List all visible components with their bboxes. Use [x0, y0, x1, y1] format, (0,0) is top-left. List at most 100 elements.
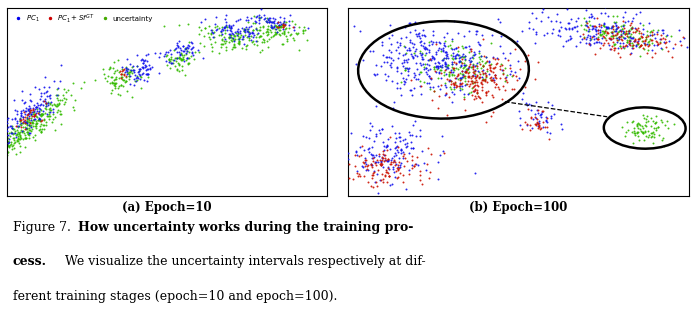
Point — [180, 51, 191, 56]
Point — [153, 70, 164, 75]
Point — [268, 19, 279, 24]
Point — [462, 67, 473, 72]
Point — [464, 28, 475, 33]
Point — [123, 74, 134, 79]
Point — [233, 39, 244, 44]
Point — [374, 151, 385, 156]
Point — [0, 143, 8, 149]
Point — [645, 29, 656, 34]
Point — [0, 131, 4, 136]
Point — [199, 16, 210, 21]
Point — [480, 71, 491, 76]
Point — [251, 14, 262, 19]
Point — [581, 34, 592, 39]
Point — [3, 139, 15, 144]
Point — [649, 36, 661, 41]
Point — [502, 73, 513, 78]
Point — [365, 151, 377, 156]
Point — [15, 135, 26, 140]
Point — [383, 137, 394, 142]
Point — [228, 33, 239, 38]
Point — [396, 147, 407, 152]
Point — [231, 18, 242, 24]
Point — [639, 42, 650, 47]
Point — [488, 110, 499, 115]
Point — [241, 25, 252, 30]
Point — [414, 36, 425, 41]
Point — [389, 162, 400, 167]
Point — [31, 105, 42, 110]
Point — [238, 28, 249, 33]
Point — [655, 46, 666, 51]
Point — [220, 13, 231, 18]
Point — [496, 61, 507, 66]
Point — [2, 142, 13, 148]
Point — [22, 107, 33, 112]
Point — [32, 114, 43, 120]
Point — [390, 135, 402, 141]
Point — [140, 67, 151, 73]
Point — [137, 66, 148, 71]
Point — [490, 73, 501, 78]
Point — [491, 76, 502, 81]
Point — [469, 72, 480, 77]
Point — [473, 59, 484, 64]
Point — [450, 56, 461, 61]
Point — [443, 62, 454, 67]
Point — [372, 172, 383, 177]
Point — [164, 56, 175, 61]
Point — [592, 36, 603, 41]
Point — [495, 43, 506, 48]
Point — [453, 77, 464, 82]
Point — [351, 169, 363, 174]
Point — [389, 174, 400, 179]
Point — [637, 27, 648, 32]
Point — [416, 50, 427, 55]
Point — [450, 60, 461, 66]
Point — [0, 145, 9, 150]
Point — [431, 40, 442, 45]
Point — [384, 62, 395, 67]
Point — [639, 130, 650, 135]
Point — [13, 136, 24, 142]
Point — [440, 67, 451, 72]
Point — [531, 15, 542, 20]
Point — [466, 86, 477, 91]
Point — [627, 140, 638, 145]
Point — [429, 65, 440, 70]
Point — [266, 24, 277, 29]
Point — [374, 162, 385, 167]
Point — [652, 27, 663, 32]
Point — [275, 20, 286, 25]
Point — [576, 23, 587, 28]
Point — [216, 29, 227, 34]
Point — [432, 59, 443, 64]
Point — [613, 34, 624, 39]
Point — [445, 46, 457, 51]
Point — [444, 84, 455, 89]
Point — [294, 48, 305, 53]
Point — [579, 36, 590, 41]
Point — [233, 39, 244, 45]
Point — [251, 38, 262, 44]
Point — [31, 121, 42, 126]
Point — [432, 66, 443, 71]
Point — [535, 126, 546, 131]
Point — [639, 122, 650, 127]
Point — [636, 43, 647, 48]
Point — [182, 60, 193, 66]
Point — [641, 42, 652, 47]
Point — [7, 142, 18, 148]
Point — [434, 68, 445, 73]
Point — [462, 74, 473, 79]
Point — [374, 130, 386, 135]
Point — [234, 34, 245, 39]
Point — [264, 16, 276, 21]
Point — [474, 94, 485, 99]
Point — [24, 109, 35, 114]
Point — [287, 18, 298, 24]
Point — [466, 92, 477, 97]
Point — [594, 45, 606, 50]
Point — [19, 121, 30, 126]
Point — [46, 119, 57, 124]
